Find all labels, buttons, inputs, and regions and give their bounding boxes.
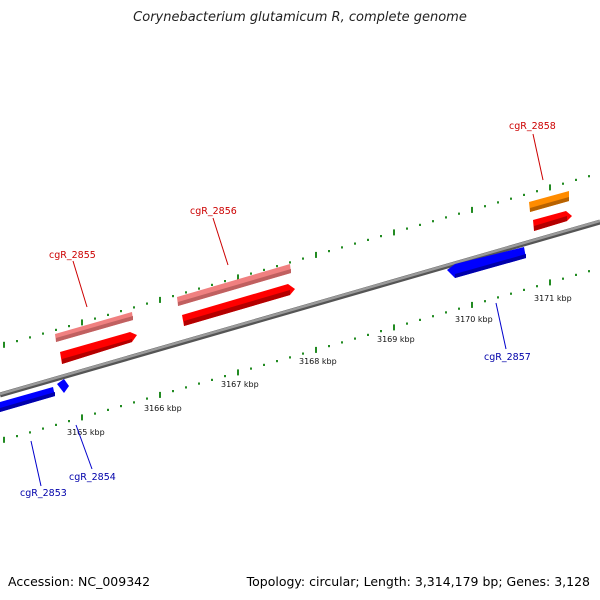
feature-cgR_2855-gene[interactable] [55, 312, 133, 342]
scale-label-3165: 3165 kbp [67, 428, 105, 437]
genome-summary: Topology: circular; Length: 3,314,179 bp… [246, 574, 590, 589]
feature-cgR_2858-gene[interactable] [529, 191, 569, 212]
feature-cgR_2856-gene[interactable] [177, 264, 291, 306]
scale-labels: 3165 kbp 3166 kbp 3167 kbp 3168 kbp 3169… [67, 294, 572, 437]
gene-labels: cgR_2853 cgR_2854 cgR_2855 cgR_2856 cgR_… [20, 121, 556, 499]
accession-label: Accession: NC_009342 [8, 574, 151, 589]
gene-label-cgR_2858: cgR_2858 [509, 121, 556, 132]
gene-label-cgR_2856: cgR_2856 [190, 206, 237, 217]
feature-cgR_2856-cds[interactable] [182, 284, 295, 326]
scale-label-3169: 3169 kbp [377, 335, 415, 344]
feature-cgR_2853-cds[interactable] [0, 387, 55, 412]
feature-cgR_2855-cds[interactable] [60, 332, 137, 364]
feature-cgR_2857-cds[interactable] [447, 247, 526, 278]
map-title: Corynebacterium glutamicum R, complete g… [133, 10, 467, 25]
lower-tick-track [3, 270, 590, 443]
leader-cgR_2853 [30, 440, 42, 487]
genome-backbone [0, 219, 600, 398]
leader-cgR_2856 [212, 217, 229, 266]
scale-label-3166: 3166 kbp [144, 404, 182, 413]
leader-lines [30, 133, 544, 487]
feature-cgR_2858-cds[interactable] [533, 211, 572, 231]
upper-tick-track [3, 175, 590, 348]
scale-label-3167: 3167 kbp [221, 380, 259, 389]
gene-label-cgR_2854: cgR_2854 [69, 472, 116, 483]
leader-cgR_2857 [495, 302, 507, 350]
scale-label-3168: 3168 kbp [299, 357, 337, 366]
scale-label-3171: 3171 kbp [534, 294, 572, 303]
scale-label-3170: 3170 kbp [455, 315, 493, 324]
leader-cgR_2854 [75, 424, 93, 470]
leader-cgR_2855 [72, 260, 88, 308]
feature-cgR_2854-cds[interactable] [57, 379, 69, 393]
gene-label-cgR_2857: cgR_2857 [484, 352, 531, 363]
gene-label-cgR_2853: cgR_2853 [20, 488, 67, 499]
leader-cgR_2858 [532, 133, 544, 181]
gene-label-cgR_2855: cgR_2855 [49, 250, 96, 261]
